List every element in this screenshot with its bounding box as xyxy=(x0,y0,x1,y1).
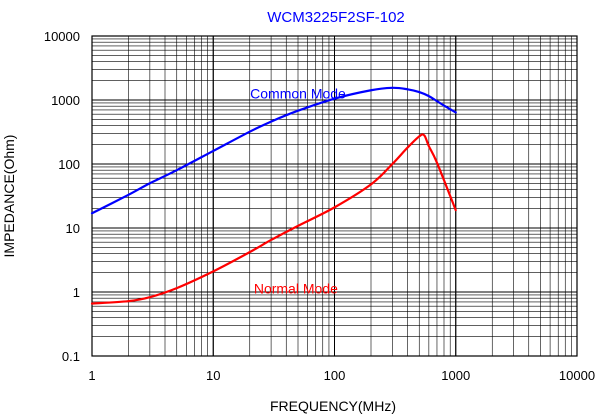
y-tick-label: 10 xyxy=(66,221,80,236)
y-tick-label: 1000 xyxy=(51,93,80,108)
x-tick-label: 100 xyxy=(324,368,346,383)
data-series xyxy=(90,86,457,305)
common-mode-annotation: Common Mode xyxy=(250,86,346,102)
y-tick-label: 1 xyxy=(73,285,80,300)
y-tick-label: 0.1 xyxy=(62,349,80,364)
series-annotations: Common Mode Normal Mode xyxy=(250,86,346,297)
y-tick-labels: 0.1 1 10 100 1000 10000 xyxy=(44,29,80,364)
chart-title: WCM3225F2SF-102 xyxy=(267,9,405,26)
x-tick-label: 1 xyxy=(88,368,95,383)
plot-frame xyxy=(91,35,578,357)
common-mode-line xyxy=(90,86,457,215)
normal-mode-line xyxy=(90,133,457,305)
y-axis-label: IMPEDANCE(Ohm) xyxy=(1,135,17,258)
plot-grid xyxy=(91,35,578,357)
y-tick-label: 100 xyxy=(58,157,80,172)
x-tick-label: 10000 xyxy=(559,368,595,383)
x-tick-label: 10 xyxy=(206,368,220,383)
x-tick-label: 1000 xyxy=(441,368,470,383)
normal-mode-annotation: Normal Mode xyxy=(254,280,338,296)
x-axis-label: FREQUENCY(MHz) xyxy=(270,398,396,414)
x-tick-labels: 1 10 100 1000 10000 xyxy=(88,368,595,383)
y-tick-label: 10000 xyxy=(44,29,80,44)
